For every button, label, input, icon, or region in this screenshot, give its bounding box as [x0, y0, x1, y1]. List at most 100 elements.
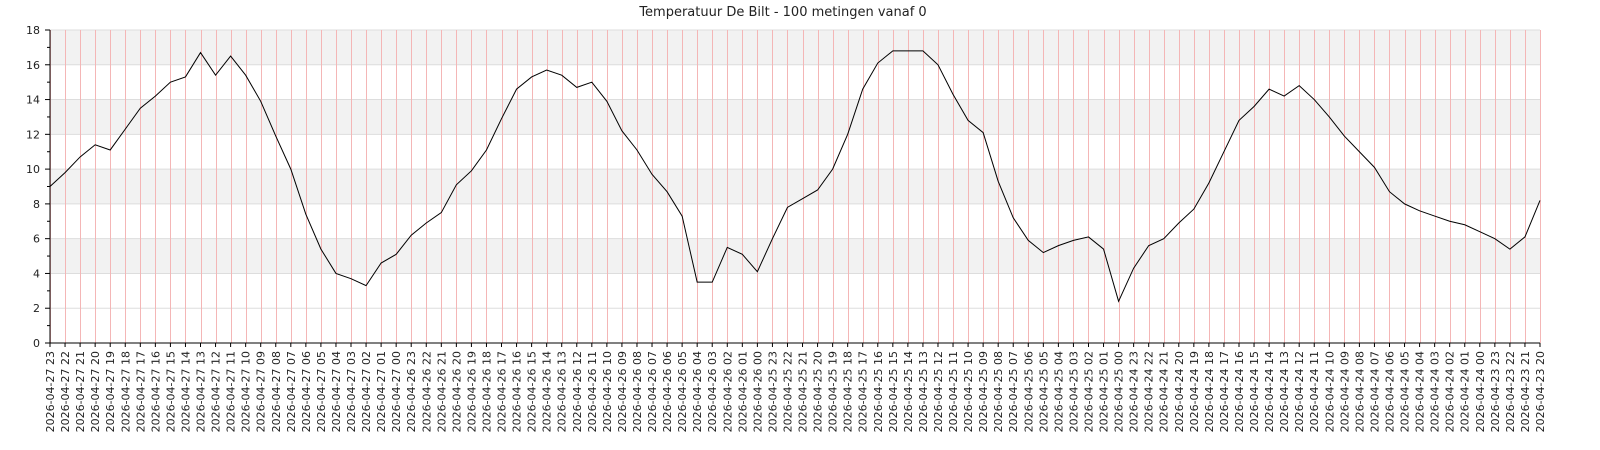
data-point [651, 174, 653, 176]
x-tick-label: 2026-04-26 15 [526, 351, 539, 432]
data-point [380, 262, 382, 264]
x-tick-label: 2026-04-25 04 [1052, 351, 1065, 432]
y-tick-label: 12 [26, 128, 40, 141]
y-tick-label: 4 [33, 267, 40, 280]
x-tick-label: 2026-04-26 04 [691, 351, 704, 432]
data-point [471, 170, 473, 172]
x-tick-label: 2026-04-26 03 [706, 351, 719, 432]
x-tick-label: 2026-04-25 21 [797, 351, 810, 432]
data-point [561, 74, 563, 76]
x-tick-label: 2026-04-25 20 [812, 351, 825, 432]
data-point [49, 186, 51, 188]
data-point [892, 50, 894, 52]
data-point [726, 247, 728, 249]
x-tick-label: 2026-04-24 03 [1429, 351, 1442, 432]
data-point [1193, 208, 1195, 210]
data-point [1058, 245, 1060, 247]
data-point [681, 215, 683, 217]
grid-band [50, 30, 1540, 65]
chart-title: Temperatuur De Bilt - 100 metingen vanaf… [638, 5, 926, 20]
data-point [1464, 224, 1466, 226]
x-tick-label: 2026-04-25 12 [932, 351, 945, 432]
data-point [576, 87, 578, 89]
x-tick-label: 2026-04-27 12 [210, 351, 223, 432]
x-tick-label: 2026-04-25 01 [1098, 351, 1111, 432]
data-point [1449, 220, 1451, 222]
data-point [275, 135, 277, 137]
x-tick-label: 2026-04-24 12 [1293, 351, 1306, 432]
data-point [802, 198, 804, 200]
data-point [215, 74, 217, 76]
data-point [952, 94, 954, 96]
x-tick-label: 2026-04-25 13 [917, 351, 930, 432]
x-tick-label: 2026-04-24 02 [1444, 351, 1457, 432]
vertical-gridlines [50, 30, 1541, 343]
x-tick-label: 2026-04-25 14 [902, 351, 915, 432]
data-point [1118, 300, 1120, 302]
data-point [877, 62, 879, 64]
x-tick-label: 2026-04-23 23 [1489, 351, 1502, 432]
data-point [1328, 116, 1330, 118]
y-tick-label: 16 [26, 59, 40, 72]
x-tick-label: 2026-04-26 07 [646, 351, 659, 432]
x-tick-label: 2026-04-24 09 [1338, 351, 1351, 432]
data-point [1238, 120, 1240, 122]
data-point [1268, 88, 1270, 90]
data-point [606, 100, 608, 102]
data-point [155, 95, 157, 97]
data-point [982, 132, 984, 134]
x-tick-label: 2026-04-27 07 [285, 351, 298, 432]
x-tick-label: 2026-04-25 00 [1113, 351, 1126, 432]
x-tick-label: 2026-04-26 09 [616, 351, 629, 432]
data-point [1178, 222, 1180, 224]
background-bands [50, 30, 1540, 274]
data-point [1374, 167, 1376, 169]
x-tick-label: 2026-04-26 19 [465, 351, 478, 432]
x-tick-label: 2026-04-27 08 [270, 351, 283, 432]
data-point [1012, 217, 1014, 219]
data-point [260, 100, 262, 102]
x-tick-label: 2026-04-26 12 [571, 351, 584, 432]
y-axis-ticks: 0 2 4 6 8 10 12 14 16 18 [26, 24, 50, 350]
x-tick-label: 2026-04-27 23 [44, 351, 57, 432]
y-tick-label: 10 [26, 163, 40, 176]
data-point [516, 88, 518, 90]
x-tick-label: 2026-04-25 09 [977, 351, 990, 432]
x-tick-label: 2026-04-24 11 [1308, 351, 1321, 432]
data-point [1389, 191, 1391, 193]
x-tick-label: 2026-04-24 19 [1188, 351, 1201, 432]
data-point [140, 107, 142, 109]
x-tick-label: 2026-04-26 00 [751, 351, 764, 432]
grid-band [50, 238, 1540, 274]
x-tick-label: 2026-04-24 00 [1474, 351, 1487, 432]
data-point [1088, 236, 1090, 238]
data-point [1434, 215, 1436, 217]
x-tick-label: 2026-04-27 11 [225, 351, 238, 432]
data-point [1027, 240, 1029, 242]
data-point [1073, 240, 1075, 242]
data-point [862, 88, 864, 90]
data-point [1313, 99, 1315, 101]
data-point [757, 271, 759, 273]
x-tick-label: 2026-04-25 23 [766, 351, 779, 432]
x-tick-label: 2026-04-26 17 [496, 351, 509, 432]
data-point [1133, 267, 1135, 269]
data-point [230, 55, 232, 57]
x-tick-label: 2026-04-27 04 [330, 351, 343, 432]
grid-band [50, 169, 1540, 204]
data-point [456, 184, 458, 186]
data-point [200, 52, 202, 54]
data-point [170, 81, 172, 83]
data-point [1043, 252, 1045, 254]
data-point [591, 81, 593, 83]
x-tick-label: 2026-04-24 01 [1459, 351, 1472, 432]
x-tick-label: 2026-04-25 17 [857, 351, 870, 432]
data-point [666, 191, 668, 193]
data-point [832, 168, 834, 170]
data-point [1359, 151, 1361, 153]
data-point [847, 134, 849, 136]
data-point [1283, 95, 1285, 97]
x-tick-label: 2026-04-24 16 [1233, 351, 1246, 432]
data-point [305, 214, 307, 216]
x-tick-label: 2026-04-25 06 [1022, 351, 1035, 432]
